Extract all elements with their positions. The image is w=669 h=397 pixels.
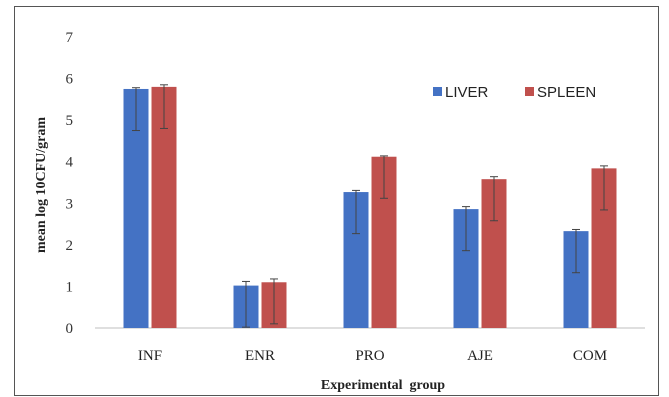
y-tick-label: 6 xyxy=(66,72,74,88)
x-axis-title: Experimental group xyxy=(321,378,445,393)
y-tick-label: 7 xyxy=(66,30,74,46)
y-tick-label: 0 xyxy=(66,321,74,337)
x-tick-label: COM xyxy=(573,348,607,364)
chart-frame: 0 1 2 3 4 5 6 7 INF ENR PRO AJE COM mean log 10CFU/… xyxy=(14,6,659,396)
y-tick-label: 4 xyxy=(66,155,74,171)
legend-label-liver: LIVER xyxy=(445,84,489,101)
y-axis-title: mean log 10CFU/gram xyxy=(34,117,49,253)
legend-swatch-spleen xyxy=(525,87,534,96)
x-axis-categories: INF ENR PRO AJE COM xyxy=(138,348,607,364)
bar-chart: 0 1 2 3 4 5 6 7 INF ENR PRO AJE COM mean log 10CFU/… xyxy=(34,30,645,393)
x-tick-label: INF xyxy=(138,348,162,364)
y-tick-label: 5 xyxy=(66,113,74,129)
legend-label-spleen: SPLEEN xyxy=(537,84,596,101)
x-tick-label: PRO xyxy=(355,348,384,364)
bars-group xyxy=(123,84,617,328)
y-tick-label: 1 xyxy=(66,279,74,295)
x-tick-label: ENR xyxy=(245,348,275,364)
y-tick-label: 2 xyxy=(66,238,74,254)
y-tick-label: 3 xyxy=(66,196,74,212)
x-tick-label: AJE xyxy=(467,348,493,364)
y-axis-ticks: 0 1 2 3 4 5 6 7 xyxy=(66,30,74,337)
legend: LIVER SPLEEN xyxy=(433,84,596,101)
legend-swatch-liver xyxy=(433,87,442,96)
